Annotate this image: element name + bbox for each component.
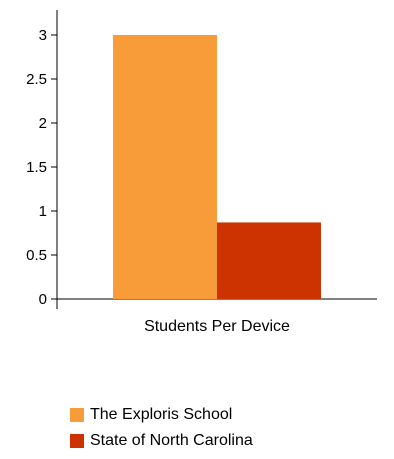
legend-swatch bbox=[70, 408, 84, 422]
legend-swatch bbox=[70, 434, 84, 448]
bar-chart: 0 0.5 1 1.5 2 2.5 3 Students Per Device bbox=[26, 10, 377, 335]
legend-item: State of North Carolina bbox=[70, 428, 253, 454]
y-tick-label: 3 bbox=[39, 27, 47, 44]
x-category-label: Students Per Device bbox=[144, 318, 290, 335]
chart-bars bbox=[113, 35, 321, 299]
legend-label: The Exploris School bbox=[90, 406, 233, 423]
y-axis-ticks: 0 0.5 1 1.5 2 2.5 3 bbox=[26, 27, 57, 308]
chart-legend: The Exploris School State of North Caroli… bbox=[70, 402, 253, 454]
y-tick-label: 2 bbox=[39, 115, 47, 132]
legend-item: The Exploris School bbox=[70, 402, 253, 428]
y-tick-label: 0.5 bbox=[26, 247, 47, 264]
y-tick-label: 1 bbox=[39, 203, 47, 220]
x-axis-labels: Students Per Device bbox=[144, 318, 290, 335]
bar-the-exploris-school bbox=[113, 35, 217, 299]
legend-label: State of North Carolina bbox=[90, 432, 253, 449]
y-tick-label: 1.5 bbox=[26, 159, 47, 176]
y-tick-label: 0 bbox=[39, 291, 47, 308]
bar-state-of-north-carolina bbox=[217, 222, 321, 299]
y-tick-label: 2.5 bbox=[26, 71, 47, 88]
